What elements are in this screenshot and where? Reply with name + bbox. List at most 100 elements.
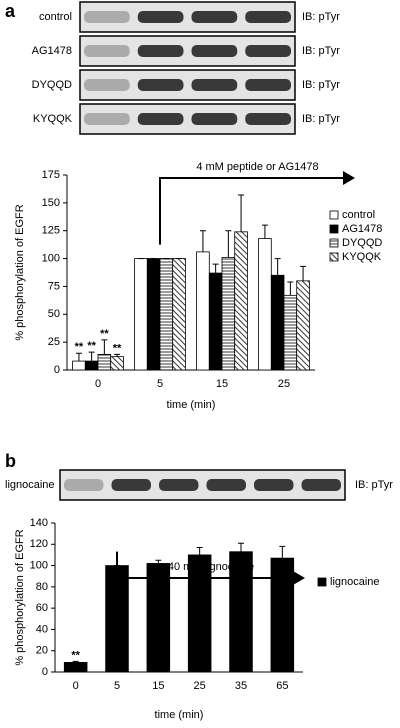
- blot-band: [159, 479, 199, 491]
- bar: [146, 258, 161, 371]
- y-tick-label: 150: [42, 197, 60, 209]
- bar: [196, 251, 210, 371]
- blot-band: [245, 11, 291, 23]
- blot-band: [254, 479, 294, 491]
- bar: [159, 258, 174, 371]
- significance: **: [113, 342, 122, 354]
- error-bar: [88, 351, 95, 362]
- blot-label: DYQQD: [32, 79, 72, 91]
- bar: [283, 294, 298, 371]
- error-bar: [72, 660, 79, 663]
- bar: [221, 257, 236, 371]
- arrow-head: [343, 171, 355, 185]
- bar: [97, 353, 112, 371]
- bar: [270, 557, 295, 673]
- blot: [59, 469, 346, 501]
- blot-band: [84, 45, 130, 57]
- bar: [296, 280, 310, 371]
- blot-band: [245, 113, 291, 125]
- bar: [134, 258, 148, 371]
- blot-label: AG1478: [32, 45, 72, 57]
- y-tick-label: 50: [48, 308, 60, 320]
- x-tick-label: 5: [157, 378, 163, 390]
- x-tick-label: 5: [114, 680, 120, 692]
- error-bar: [300, 265, 307, 281]
- bar: [110, 356, 124, 371]
- y-tick-label: 140: [30, 517, 48, 529]
- x-tick-label: 0: [73, 680, 79, 692]
- blot-band: [301, 479, 341, 491]
- bar: [63, 662, 88, 673]
- error-bar: [75, 352, 82, 362]
- x-tick-label: 35: [235, 680, 247, 692]
- blot-antibody: IB: pTyr: [302, 45, 340, 57]
- blot-band: [111, 479, 151, 491]
- blot-band: [245, 45, 291, 57]
- y-tick-label: 20: [36, 645, 48, 657]
- blot-band: [191, 11, 238, 23]
- significance: **: [100, 328, 109, 340]
- blot-band: [245, 79, 291, 91]
- blot-antibody: IB: pTyr: [302, 79, 340, 91]
- blot-band: [137, 11, 184, 23]
- error-bar: [155, 559, 162, 564]
- bar: [270, 274, 285, 371]
- error-bar: [225, 230, 232, 258]
- bar: [84, 360, 99, 371]
- legend-label: control: [342, 209, 375, 221]
- annotation: 40 mM lignocaine: [168, 561, 254, 573]
- x-tick-label: 15: [152, 680, 164, 692]
- legend-swatch: [329, 210, 339, 220]
- bar: [208, 272, 223, 371]
- x-tick-label: 25: [278, 378, 290, 390]
- blot-band: [191, 45, 238, 57]
- significance: **: [75, 341, 84, 353]
- y-tick-label: 120: [30, 538, 48, 550]
- y-tick-label: 175: [42, 169, 60, 181]
- significance: **: [87, 340, 96, 352]
- blot-label: control: [39, 11, 72, 23]
- y-tick-label: 25: [48, 336, 60, 348]
- error-bar: [274, 258, 281, 276]
- legend-label: AG1478: [342, 223, 382, 235]
- legend-swatch: [329, 252, 339, 262]
- y-tick-label: 100: [42, 252, 60, 264]
- bar: [105, 565, 129, 673]
- arrow-head: [293, 571, 305, 585]
- annotation: 4 mM peptide or AG1478: [196, 161, 318, 173]
- error-bar: [196, 546, 203, 555]
- blot-band: [137, 113, 184, 125]
- y-tick-label: 100: [30, 559, 48, 571]
- blot-band: [137, 45, 184, 57]
- treatment-arrow: [159, 177, 345, 245]
- y-axis-label: % phosphorylation of EGFR: [14, 204, 26, 340]
- panel-label: a: [5, 1, 16, 21]
- x-tick-label: 25: [194, 680, 206, 692]
- legend-swatch: [317, 577, 327, 587]
- legend-swatch: [329, 238, 339, 248]
- x-tick-label: 15: [216, 378, 228, 390]
- error-bar: [199, 230, 206, 252]
- blot-band: [84, 113, 130, 125]
- bar: [146, 563, 171, 673]
- error-bar: [261, 224, 268, 239]
- error-bar: [238, 542, 244, 552]
- legend-label: KYQQK: [342, 251, 382, 263]
- bar: [172, 258, 186, 371]
- blot-band: [206, 479, 246, 491]
- y-tick-label: 40: [36, 623, 48, 635]
- significance: **: [71, 649, 80, 661]
- blot-antibody: IB: pTyr: [355, 479, 393, 491]
- y-tick-label: 125: [42, 225, 60, 237]
- blot-band: [64, 479, 104, 491]
- blot-band: [84, 79, 130, 91]
- error-bar: [279, 545, 286, 559]
- panel-label: b: [5, 451, 16, 471]
- blot-band: [84, 11, 130, 23]
- error-bar: [101, 339, 108, 355]
- error-bar: [114, 353, 121, 357]
- blot-antibody: IB: pTyr: [302, 113, 340, 125]
- blot-band: [191, 79, 238, 91]
- error-bar: [238, 194, 245, 232]
